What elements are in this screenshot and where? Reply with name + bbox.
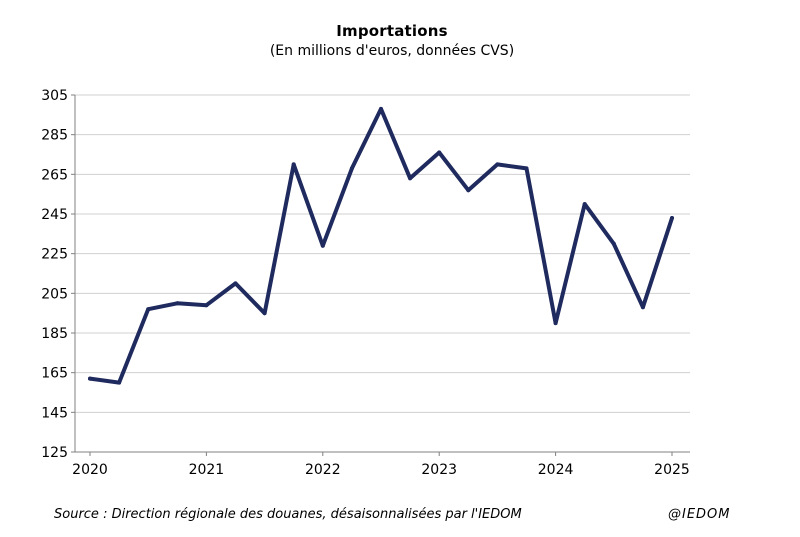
- axes: [71, 94, 690, 456]
- data-point-12: [437, 150, 442, 155]
- data-point-11: [408, 176, 413, 181]
- data-point-7: [291, 162, 296, 167]
- series-line-0: [88, 106, 674, 385]
- data-point-0: [88, 376, 92, 381]
- data-point-3: [175, 301, 180, 306]
- data-point-9: [349, 166, 354, 171]
- source-note: Source : Direction régionale des douanes…: [54, 507, 522, 522]
- data-point-18: [611, 241, 616, 246]
- data-point-6: [262, 311, 267, 316]
- data-point-16: [553, 321, 558, 326]
- data-point-17: [582, 202, 587, 207]
- y-tick-label-245: 245: [41, 207, 68, 223]
- data-point-14: [495, 162, 500, 167]
- series: [88, 106, 674, 385]
- data-point-8: [320, 243, 325, 248]
- x-tick-label-2025: 2025: [654, 462, 690, 478]
- data-point-2: [146, 307, 151, 312]
- y-tick-label-165: 165: [41, 366, 68, 382]
- x-tick-label-2020: 2020: [72, 462, 108, 478]
- y-axis-ticks: 125 145 165 185 205 225 245 265 285 305: [41, 88, 68, 461]
- y-tick-label-185: 185: [41, 326, 68, 342]
- y-tick-label-205: 205: [41, 286, 68, 302]
- x-tick-label-2024: 2024: [538, 462, 574, 478]
- y-tick-label-285: 285: [41, 128, 68, 144]
- y-tick-label-125: 125: [41, 445, 68, 461]
- x-tick-label-2022: 2022: [305, 462, 341, 478]
- chart-subtitle: (En millions d'euros, données CVS): [269, 43, 515, 59]
- data-point-5: [233, 281, 238, 286]
- y-tick-label-265: 265: [41, 167, 68, 183]
- y-tick-label-305: 305: [41, 88, 68, 104]
- data-point-15: [524, 166, 529, 171]
- x-tick-label-2023: 2023: [421, 462, 457, 478]
- data-point-10: [379, 106, 383, 111]
- x-axis-ticks: 2020 2021 2022 2023 2024 2025: [72, 462, 690, 478]
- gridlines: [75, 94, 690, 413]
- x-tick-label-2021: 2021: [189, 462, 225, 478]
- data-point-20: [670, 215, 674, 220]
- copyright-note: @IEDOM: [668, 507, 731, 522]
- y-tick-label-225: 225: [41, 247, 68, 263]
- data-point-13: [466, 188, 471, 193]
- chart-title: Importations: [336, 22, 448, 40]
- data-point-4: [204, 303, 209, 308]
- data-point-1: [117, 380, 122, 385]
- data-point-19: [640, 305, 645, 310]
- y-tick-label-145: 145: [41, 405, 68, 421]
